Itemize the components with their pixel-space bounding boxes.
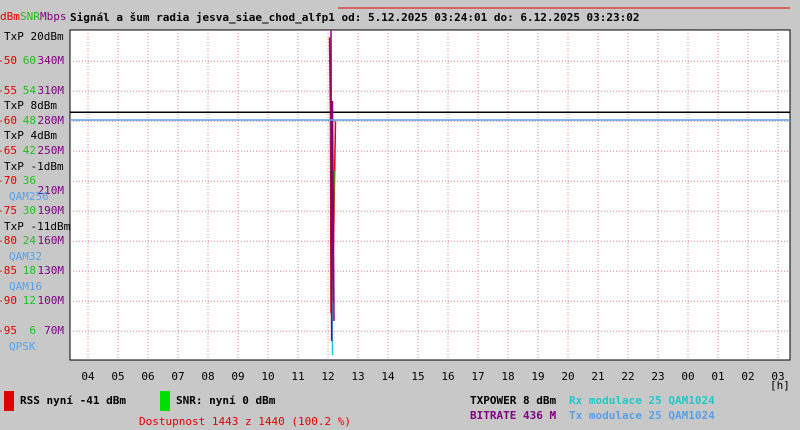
- y-tick-label: -80: [0, 234, 17, 247]
- legend-swatch: [4, 391, 14, 411]
- modulation-label: QAM32: [9, 250, 42, 263]
- x-tick-label: 21: [591, 370, 604, 383]
- y-tick-label: 310M: [38, 84, 65, 97]
- legend-label: Rx modulace 25 QAM1024: [569, 394, 715, 407]
- modulation-label: QAM256: [9, 190, 49, 203]
- chart-title: Signál a šum radia jesva_siae_chod_alfp1…: [70, 11, 640, 24]
- y-tick-label: -70: [0, 174, 17, 187]
- y-tick-label: -60: [0, 114, 17, 127]
- x-tick-label: 08: [201, 370, 214, 383]
- txp-label: TxP 20dBm: [4, 30, 64, 43]
- y-tick-label: 54: [23, 84, 37, 97]
- y-tick-label: 160M: [38, 234, 65, 247]
- y-tick-label: -95: [0, 324, 17, 337]
- y-tick-label: 70M: [44, 324, 64, 337]
- y-tick-label: -50: [0, 54, 17, 67]
- txp-label: TxP -11dBm: [4, 220, 71, 233]
- y-tick-label: 18: [23, 264, 36, 277]
- y-tick-label: 250M: [38, 144, 65, 157]
- x-tick-label: 10: [261, 370, 274, 383]
- x-tick-label: 01: [711, 370, 724, 383]
- axis-label: Mbps: [40, 10, 67, 23]
- x-unit: [h]: [770, 379, 790, 392]
- modulation-label: QAM16: [9, 280, 42, 293]
- y-tick-label: 210M: [38, 184, 65, 197]
- x-tick-label: 18: [501, 370, 514, 383]
- x-tick-label: 20: [561, 370, 574, 383]
- y-tick-label: 42: [23, 144, 36, 157]
- plot-area: [69, 29, 791, 361]
- legend-swatch: [160, 391, 170, 411]
- y-tick-label: -85: [0, 264, 17, 277]
- txp-label: TxP 4dBm: [4, 129, 57, 142]
- y-tick-label: 48: [23, 114, 36, 127]
- x-tick-label: 22: [621, 370, 634, 383]
- y-tick-label: 190M: [38, 204, 65, 217]
- y-tick-label: -55: [0, 84, 17, 97]
- y-tick-label: 130M: [38, 264, 65, 277]
- x-tick-label: 12: [321, 370, 334, 383]
- x-tick-label: 17: [471, 370, 484, 383]
- y-tick-label: -65: [0, 144, 17, 157]
- series-line: [330, 29, 335, 342]
- x-tick-label: 07: [171, 370, 184, 383]
- x-tick-label: 14: [381, 370, 395, 383]
- y-tick-label: 24: [23, 234, 37, 247]
- y-tick-label: 36: [23, 174, 36, 187]
- x-tick-label: 03: [771, 370, 784, 383]
- modulation-label: QPSK: [9, 340, 36, 353]
- legend-label: RSS nyní -41 dBm: [20, 394, 126, 407]
- y-tick-label: 280M: [38, 114, 65, 127]
- x-tick-label: 15: [411, 370, 424, 383]
- x-tick-label: 23: [651, 370, 664, 383]
- y-tick-label: 340M: [38, 54, 65, 67]
- x-tick-label: 00: [681, 370, 694, 383]
- y-tick-label: 60: [23, 54, 36, 67]
- y-tick-label: 100M: [38, 294, 65, 307]
- x-tick-label: 16: [441, 370, 454, 383]
- y-tick-label: 6: [29, 324, 36, 337]
- x-tick-label: 11: [291, 370, 304, 383]
- availability: Dostupnost 1443 z 1440 (100.2 %): [139, 415, 351, 428]
- x-tick-label: 19: [531, 370, 544, 383]
- legend-label: SNR: nyní 0 dBm: [176, 394, 276, 407]
- y-tick-label: 30: [23, 204, 36, 217]
- x-tick-label: 09: [231, 370, 244, 383]
- x-tick-label: 06: [141, 370, 154, 383]
- x-tick-label: 13: [351, 370, 364, 383]
- txp-label: TxP -1dBm: [4, 160, 64, 173]
- x-tick-label: 02: [741, 370, 754, 383]
- x-tick-label: 05: [111, 370, 124, 383]
- axis-label: dBm: [0, 10, 20, 23]
- legend-label: Tx modulace 25 QAM1024: [569, 409, 715, 422]
- y-tick-label: -90: [0, 294, 17, 307]
- axis-label: SNR: [20, 10, 40, 23]
- y-tick-label: -75: [0, 204, 17, 217]
- x-tick-label: 04: [81, 370, 95, 383]
- legend-label: TXPOWER 8 dBm: [470, 394, 556, 407]
- txp-label: TxP 8dBm: [4, 99, 57, 112]
- y-tick-label: 12: [23, 294, 36, 307]
- legend-label: BITRATE 436 M: [470, 409, 556, 422]
